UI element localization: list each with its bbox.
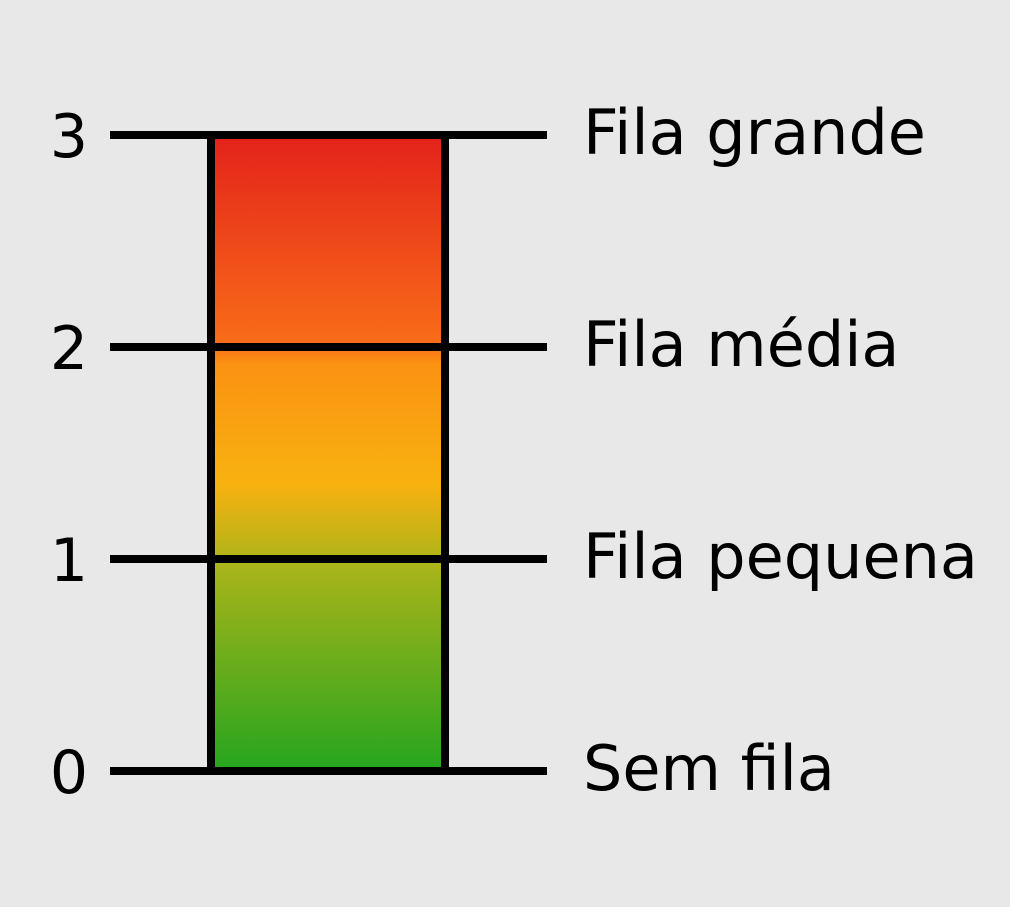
tick-label-2: 2 [50, 314, 88, 384]
tick-label-1: 1 [50, 526, 88, 596]
level-label-2: Fila média [583, 308, 899, 381]
level-label-3: Fila grande [583, 96, 926, 169]
gradient-bar [207, 131, 449, 775]
level-label-0: Sem fila [583, 732, 835, 805]
level-label-1: Fila pequena [583, 520, 978, 593]
tick-label-3: 3 [50, 102, 88, 172]
tick-label-0: 0 [50, 738, 88, 808]
